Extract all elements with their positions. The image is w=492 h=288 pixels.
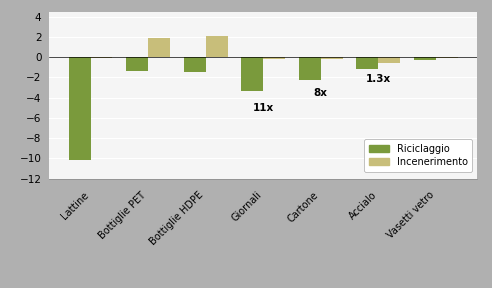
- Text: Vasetti vetro: Vasetti vetro: [385, 190, 436, 241]
- Bar: [91, 57, 112, 58]
- Text: Giornali: Giornali: [229, 190, 263, 224]
- Bar: [436, 57, 458, 58]
- Text: 11x: 11x: [252, 103, 274, 113]
- Text: 8x: 8x: [314, 88, 328, 98]
- Bar: [126, 57, 148, 71]
- Text: Bottiglie PET: Bottiglie PET: [97, 190, 148, 241]
- Text: Cartone: Cartone: [286, 190, 321, 225]
- Text: Bottiglie HDPE: Bottiglie HDPE: [149, 190, 206, 247]
- Bar: [184, 57, 206, 72]
- Bar: [148, 38, 170, 57]
- Bar: [242, 57, 263, 92]
- Bar: [69, 57, 91, 160]
- Bar: [414, 57, 436, 60]
- Bar: [299, 57, 321, 80]
- Bar: [263, 57, 285, 58]
- Bar: [321, 57, 342, 58]
- Text: Accialo: Accialo: [347, 190, 378, 222]
- Bar: [378, 57, 400, 63]
- Legend: Riciclaggio, Incenerimento: Riciclaggio, Incenerimento: [365, 139, 472, 172]
- Text: Lattine: Lattine: [59, 190, 91, 221]
- Bar: [357, 57, 378, 69]
- Bar: [206, 36, 227, 57]
- Text: 1.3x: 1.3x: [366, 74, 391, 84]
